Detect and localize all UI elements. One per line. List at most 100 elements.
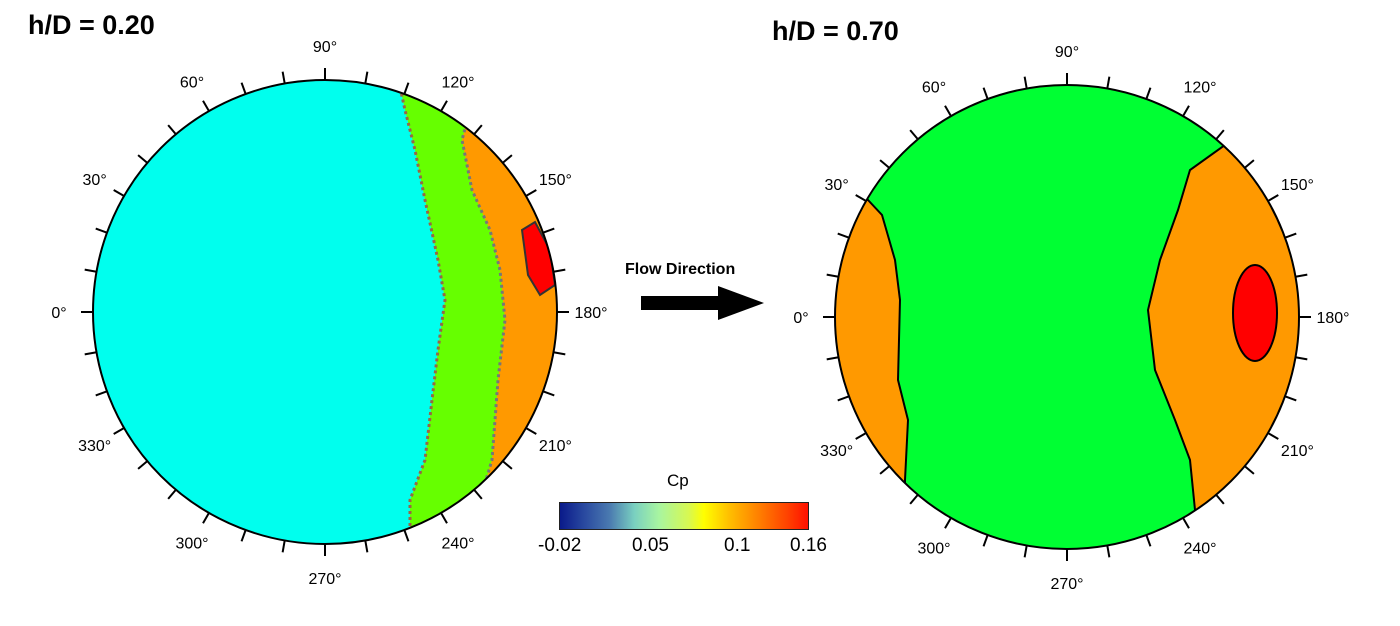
angle-label: 150° (539, 172, 572, 189)
angle-tick (1215, 129, 1225, 140)
angle-tick (1267, 194, 1279, 202)
angle-tick (1182, 517, 1190, 529)
angle-tick (202, 100, 210, 112)
angle-tick (240, 82, 247, 95)
angle-tick (440, 512, 448, 524)
angle-label: 120° (441, 75, 474, 92)
angle-tick (1244, 465, 1255, 475)
angle-tick (879, 159, 890, 169)
contour-right (835, 85, 1299, 549)
angle-label: 240° (441, 535, 474, 552)
angle-tick (1215, 494, 1225, 505)
angle-label: 300° (175, 535, 208, 552)
region-red (1232, 264, 1278, 362)
angle-tick (403, 82, 410, 95)
angle-tick (1106, 545, 1111, 558)
angle-tick (837, 395, 850, 402)
angle-tick (137, 460, 148, 470)
angle-tick (281, 540, 286, 553)
angle-tick (542, 390, 555, 397)
angle-tick (473, 124, 483, 135)
angle-tick (553, 351, 566, 356)
region-cyan (93, 80, 447, 544)
angle-tick (909, 494, 919, 505)
colorbar-tick: 0.16 (790, 535, 827, 556)
angle-label: 150° (1281, 177, 1314, 194)
angle-tick (240, 529, 247, 542)
angle-label: 210° (539, 438, 572, 455)
colorbar-tick: 0.05 (632, 535, 669, 556)
angle-tick (1295, 356, 1308, 361)
angle-label: 330° (820, 443, 853, 460)
angle-tick (542, 227, 555, 234)
angle-tick (364, 540, 369, 553)
panel-title-left: h/D = 0.20 (28, 10, 155, 40)
angle-tick (855, 194, 867, 202)
flow-arrow-head-icon (718, 286, 764, 320)
angle-label: 330° (78, 438, 111, 455)
angle-tick (982, 534, 989, 547)
angle-label: 30° (825, 177, 849, 194)
angle-label: 270° (308, 571, 341, 588)
angle-tick (1244, 159, 1255, 169)
flow-arrow-shaft (641, 296, 721, 310)
angle-tick (826, 356, 839, 361)
angle-label: 300° (917, 540, 950, 557)
angle-tick (95, 227, 108, 234)
angle-tick (113, 189, 125, 197)
angle-tick (84, 268, 97, 273)
angle-label: 120° (1183, 80, 1216, 97)
angle-label: 0° (51, 305, 66, 322)
angle-label: 90° (313, 39, 337, 56)
angle-tick (440, 100, 448, 112)
angle-tick (113, 427, 125, 435)
angle-label: 60° (180, 75, 204, 92)
angle-tick (855, 432, 867, 440)
angle-tick (525, 189, 537, 197)
angle-label: 270° (1050, 576, 1083, 593)
angle-tick (826, 273, 839, 278)
angle-tick (403, 529, 410, 542)
angle-label: 180° (574, 305, 607, 322)
angle-tick (837, 232, 850, 239)
angle-label: 180° (1316, 310, 1349, 327)
angle-tick (202, 512, 210, 524)
angle-tick (364, 71, 369, 84)
angle-tick (909, 129, 919, 140)
colorbar-title: Cp (667, 471, 689, 490)
angle-tick (1267, 432, 1279, 440)
angle-label: 240° (1183, 540, 1216, 557)
angle-tick (1106, 76, 1111, 89)
angle-tick (281, 71, 286, 84)
angle-tick (473, 489, 483, 500)
contour-left (93, 80, 557, 544)
angle-tick (1145, 87, 1152, 100)
panel-title-right: h/D = 0.70 (772, 16, 899, 46)
angle-tick (1023, 76, 1028, 89)
angle-tick (502, 460, 513, 470)
flow-direction-label: Flow Direction (625, 261, 736, 278)
angle-tick (944, 105, 952, 117)
angle-tick (1295, 273, 1308, 278)
colorbar-tick: 0.1 (724, 535, 751, 556)
angle-label: 60° (922, 80, 946, 97)
angle-label: 30° (83, 172, 107, 189)
angle-tick (944, 517, 952, 529)
angle-tick (167, 489, 177, 500)
angle-tick (502, 154, 513, 164)
angle-tick (167, 124, 177, 135)
angle-tick (95, 390, 108, 397)
angle-tick (1182, 105, 1190, 117)
angle-tick (1284, 232, 1297, 239)
colorbar-tick: -0.02 (538, 535, 582, 556)
angle-tick (525, 427, 537, 435)
angle-tick (137, 154, 148, 164)
angle-tick (1145, 534, 1152, 547)
angle-tick (1284, 395, 1297, 402)
angle-tick (1023, 545, 1028, 558)
angle-tick (553, 268, 566, 273)
angle-label: 90° (1055, 44, 1079, 61)
colorbar (559, 502, 809, 530)
